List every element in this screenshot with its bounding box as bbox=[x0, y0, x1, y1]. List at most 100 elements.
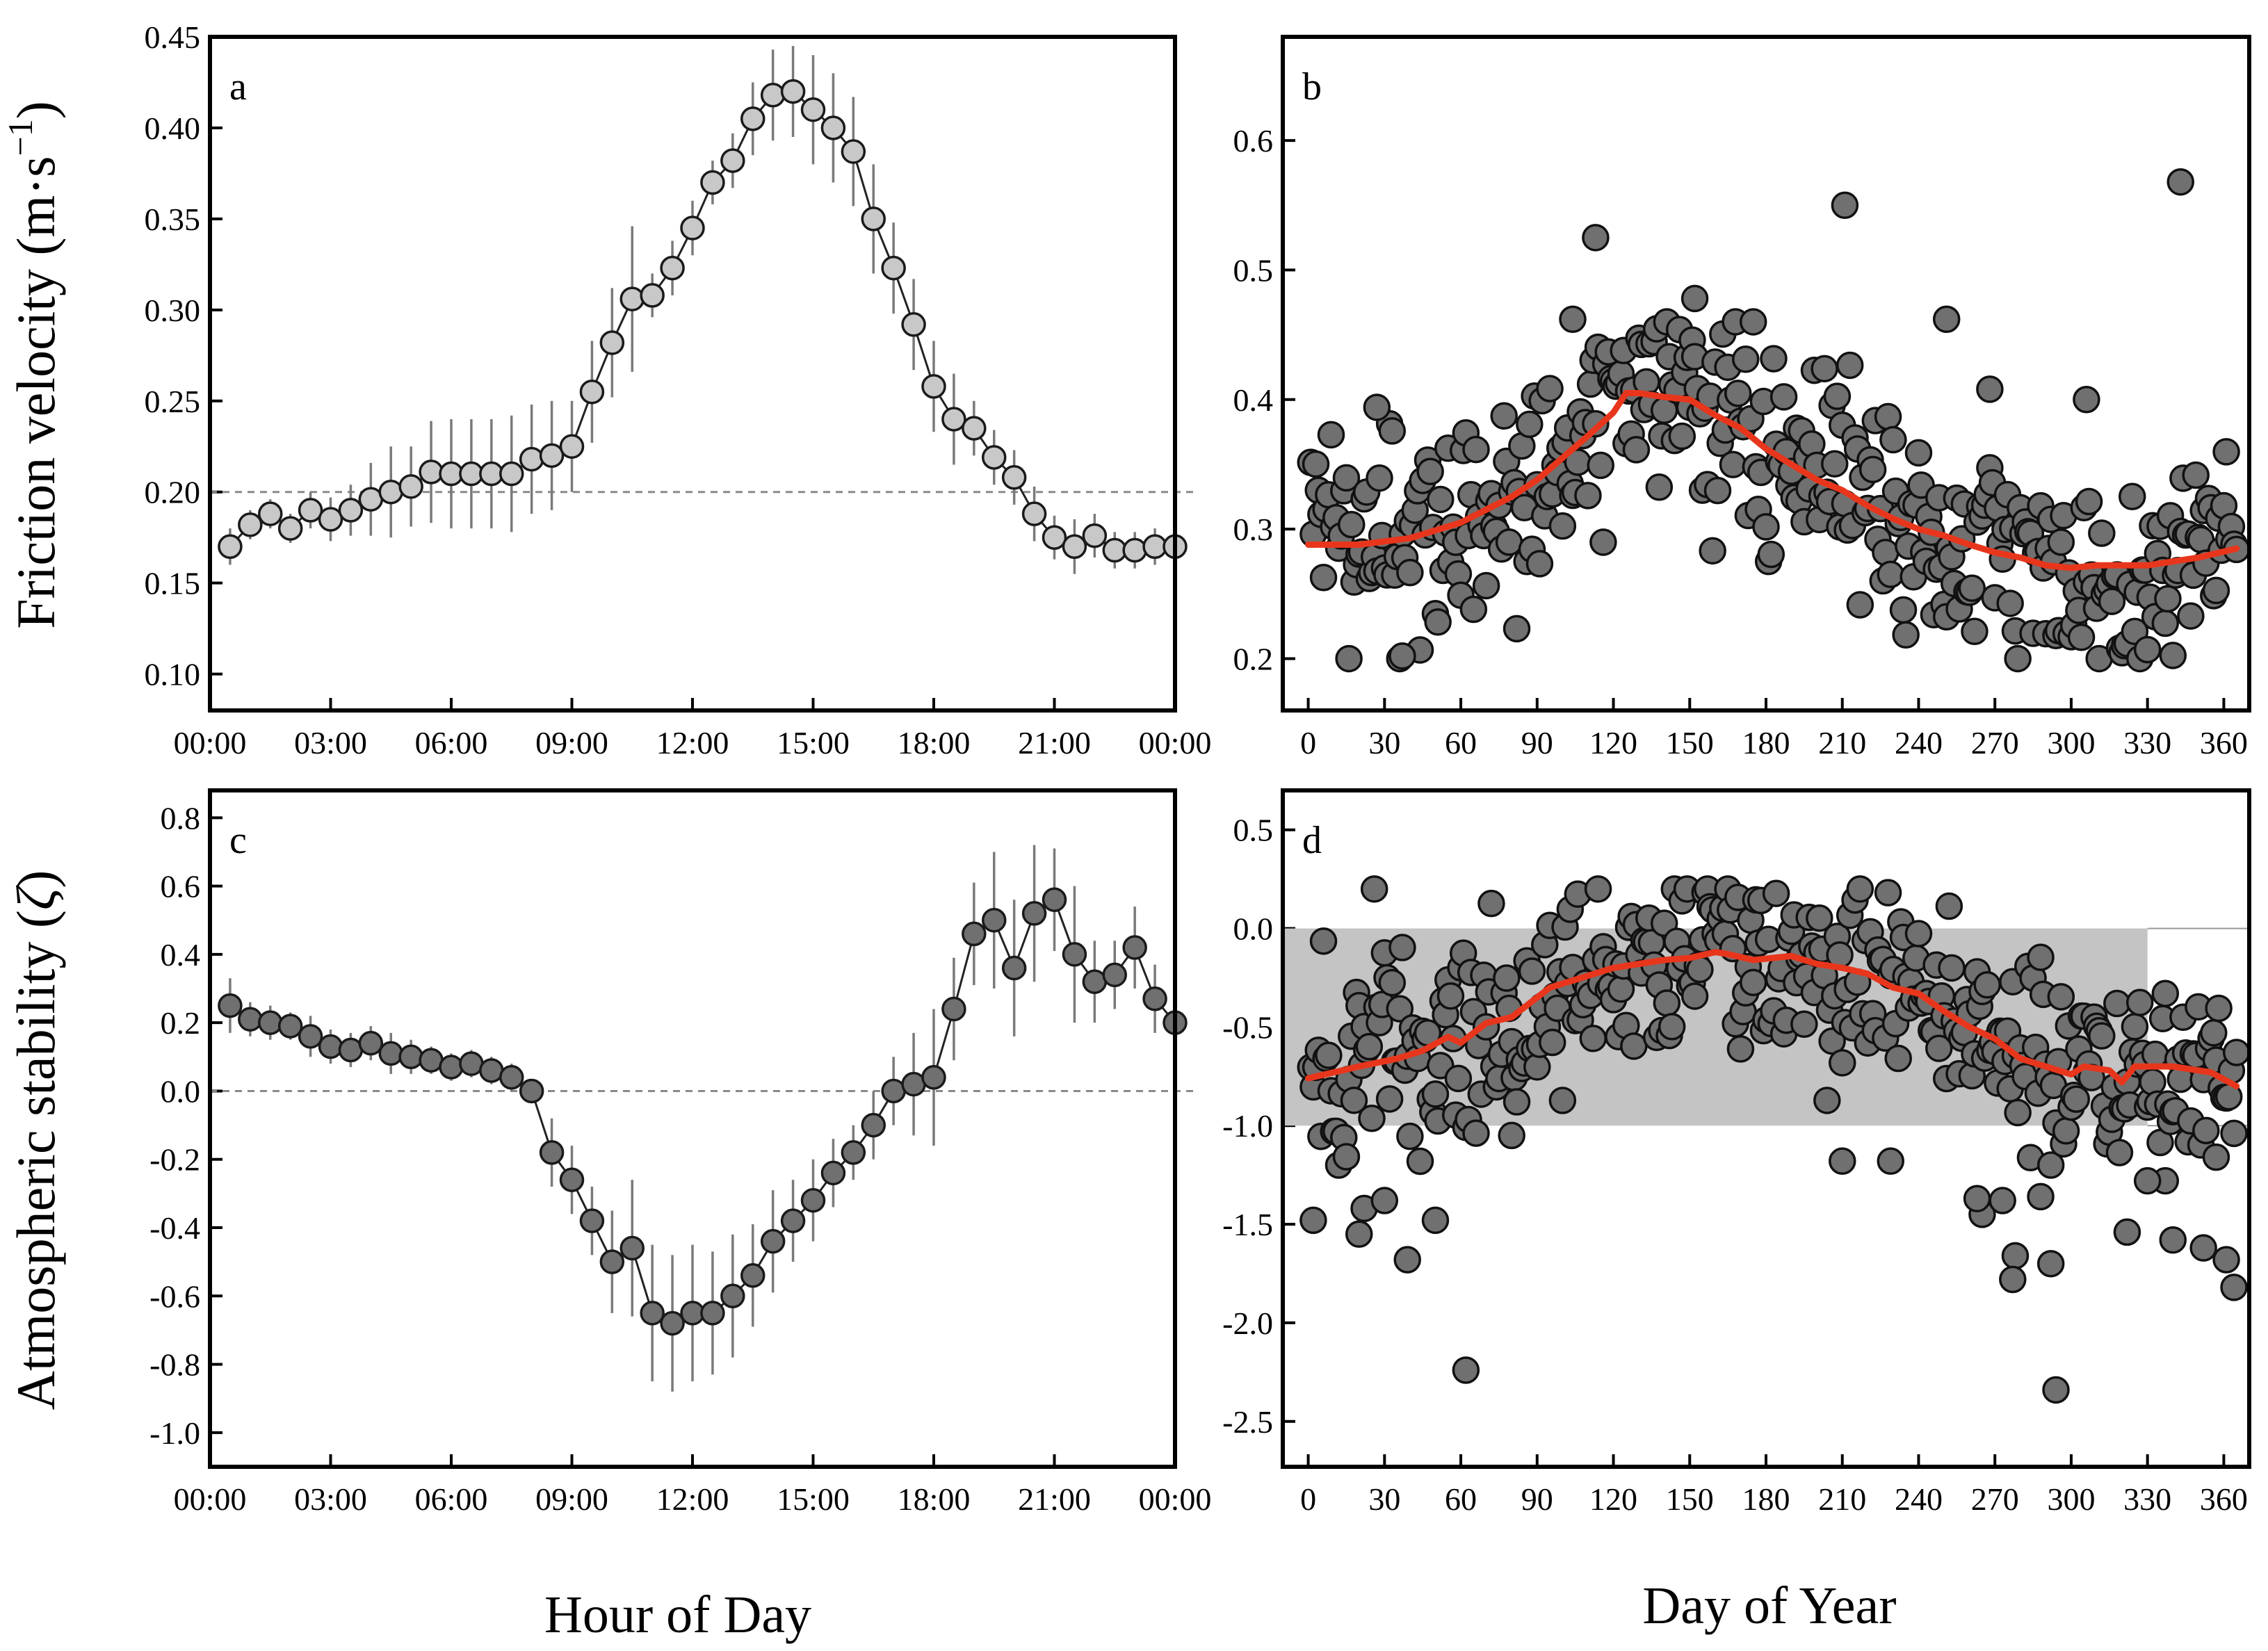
data-point bbox=[800, 97, 826, 122]
data-point bbox=[1582, 409, 1610, 438]
data-point bbox=[2182, 461, 2210, 489]
data-point bbox=[1645, 473, 1674, 501]
data-point bbox=[2151, 979, 2180, 1007]
data-point bbox=[1996, 589, 2024, 617]
x-tick-label: 03:00 bbox=[294, 725, 367, 761]
data-point-outlier bbox=[2189, 1234, 2217, 1262]
data-point bbox=[1726, 1035, 1755, 1063]
data-point bbox=[559, 1167, 585, 1192]
data-point bbox=[2192, 1116, 2220, 1145]
data-point bbox=[1472, 571, 1500, 600]
x-tick-label: 30 bbox=[1368, 1481, 1400, 1517]
panel-b: 0.2 0.3 0.4 0.5 0.6 0 30 60 90 120 150 180 210 240 270… bbox=[1233, 35, 2251, 761]
data-point bbox=[640, 283, 665, 308]
data-point bbox=[2027, 943, 2055, 971]
data-point bbox=[640, 1301, 665, 1326]
panel-frame bbox=[1281, 788, 2251, 1469]
x-tick-label: 150 bbox=[1666, 725, 1714, 761]
x-tick-label: 120 bbox=[1589, 725, 1637, 761]
y-tick-label: 0.10 bbox=[145, 657, 201, 692]
data-point bbox=[901, 1071, 926, 1097]
data-point bbox=[1021, 501, 1047, 526]
panel-frame bbox=[1281, 35, 2251, 713]
data-point bbox=[941, 407, 966, 432]
data-point-outlier bbox=[2202, 1143, 2230, 1171]
data-point-outlier bbox=[1559, 305, 1587, 333]
data-point bbox=[599, 330, 625, 355]
data-point bbox=[1516, 410, 1544, 439]
y-tick-label: -0.2 bbox=[149, 1142, 200, 1178]
x-tick-label: 210 bbox=[1818, 1481, 1866, 1517]
data-point bbox=[1355, 1032, 1384, 1061]
x-tick-label: 0 bbox=[1300, 1481, 1316, 1517]
x-tick-label: 15:00 bbox=[777, 725, 850, 761]
data-point bbox=[1366, 464, 1393, 492]
data-point bbox=[1406, 1147, 1434, 1176]
data-point bbox=[1142, 986, 1167, 1011]
x-tick-label: 330 bbox=[2123, 1481, 2171, 1517]
data-point bbox=[1536, 375, 1564, 402]
panel-frame bbox=[208, 35, 1177, 713]
x-tick-label: 12:00 bbox=[656, 1481, 729, 1517]
x-tick-label: 270 bbox=[1971, 1481, 2019, 1517]
data-point bbox=[519, 446, 544, 472]
data-point bbox=[1760, 345, 1788, 373]
data-point bbox=[921, 1065, 946, 1090]
data-point bbox=[559, 434, 585, 459]
data-point bbox=[982, 907, 1007, 933]
data-point bbox=[1082, 523, 1108, 548]
data-point bbox=[1958, 574, 1986, 602]
data-point bbox=[238, 1007, 263, 1032]
data-point bbox=[1332, 1143, 1361, 1171]
data-point bbox=[398, 474, 423, 499]
data-point bbox=[1762, 879, 1790, 907]
data-point bbox=[579, 1208, 605, 1233]
panel-label: d bbox=[1302, 819, 1322, 862]
data-point bbox=[1396, 558, 1424, 587]
data-point bbox=[1462, 1119, 1490, 1147]
data-point bbox=[1724, 380, 1752, 407]
data-point bbox=[519, 1078, 544, 1104]
y-tick-label: -0.5 bbox=[1222, 1009, 1273, 1045]
data-point bbox=[660, 255, 685, 281]
data-point bbox=[2047, 983, 2075, 1011]
data-point bbox=[1806, 904, 1833, 932]
y-tick-label: 0.30 bbox=[145, 293, 201, 328]
data-point-outlier bbox=[2027, 1182, 2055, 1211]
y-tick-label: 0.4 bbox=[1233, 382, 1274, 418]
data-point bbox=[1042, 887, 1067, 913]
data-point bbox=[2067, 623, 2096, 651]
data-point-outlier bbox=[1932, 305, 1961, 333]
data-point bbox=[1317, 421, 1345, 449]
x-tick-label: 18:00 bbox=[898, 1481, 971, 1517]
x-tick-label: 30 bbox=[1368, 725, 1400, 761]
data-point-outlier bbox=[1299, 1206, 1327, 1235]
data-point bbox=[1757, 540, 1785, 569]
y-tick-label: -2.0 bbox=[1222, 1306, 1273, 1341]
y-tick-label: 0.8 bbox=[161, 800, 201, 836]
data-point-outlier bbox=[1582, 224, 1610, 252]
data-point bbox=[1338, 510, 1366, 539]
data-point bbox=[298, 498, 323, 523]
data-point bbox=[2212, 438, 2240, 466]
data-point bbox=[1668, 422, 1696, 450]
x-tick-label: 0 bbox=[1300, 725, 1316, 761]
data-point bbox=[720, 148, 745, 173]
data-point-outlier bbox=[1976, 375, 2004, 403]
data-point bbox=[680, 215, 705, 241]
x-tick-label: 90 bbox=[1521, 1481, 1553, 1517]
x-tick-label: 21:00 bbox=[1018, 725, 1091, 761]
data-point bbox=[277, 1014, 303, 1039]
data-point bbox=[258, 501, 283, 526]
data-point bbox=[1699, 537, 1726, 565]
y-tick-label: -1.0 bbox=[149, 1415, 200, 1451]
y-axis-label-bottom-symbol: ζ bbox=[6, 885, 66, 910]
x-tick-label: 180 bbox=[1742, 1481, 1790, 1517]
data-point bbox=[318, 1034, 343, 1059]
x-tick-label: 360 bbox=[2200, 725, 2248, 761]
x-tick-label: 09:00 bbox=[535, 1481, 608, 1517]
data-point bbox=[338, 1037, 364, 1063]
data-point bbox=[820, 1160, 846, 1186]
data-point bbox=[2177, 602, 2205, 630]
data-point-outlier bbox=[1831, 191, 1859, 219]
